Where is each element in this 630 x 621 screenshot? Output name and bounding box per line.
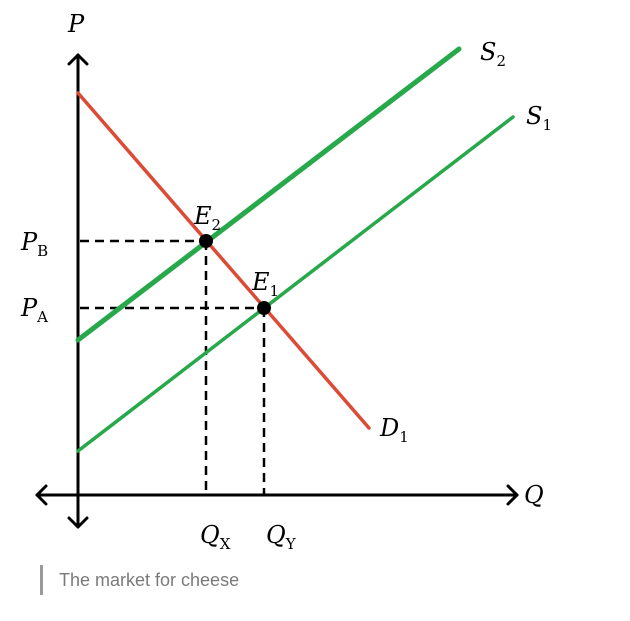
quantity-label-qx: QX bbox=[200, 521, 231, 553]
curve-label-d1-main: D bbox=[379, 414, 399, 442]
curve-label-d1-sub: 1 bbox=[399, 428, 409, 446]
curve-label-s2: S2 bbox=[480, 38, 506, 70]
curve-label-s1-main: S bbox=[526, 102, 542, 130]
quantity-label-qy-sub: Y bbox=[285, 535, 297, 553]
quantity-axis-left-arrow bbox=[35, 484, 48, 506]
supply-demand-diagram: P Q PB PA QX QY S2 S1 D1 E2 E1 bbox=[20, 10, 552, 553]
demand-curve-d1 bbox=[76, 91, 371, 430]
quantity-label-qx-sub: X bbox=[220, 535, 231, 553]
axes bbox=[35, 53, 519, 529]
price-label-pb: PB bbox=[20, 228, 48, 260]
price-axis-label: P bbox=[67, 10, 85, 38]
price-label-pa: PA bbox=[20, 294, 48, 326]
equilibrium-label-e1-main: E bbox=[251, 268, 270, 296]
curve-label-s1: S1 bbox=[526, 102, 552, 134]
quantity-label-qx-main: Q bbox=[200, 521, 220, 549]
figure-caption: The market for cheese bbox=[40, 565, 239, 595]
guide-lines bbox=[80, 239, 266, 494]
quantity-label-qy-main: Q bbox=[266, 521, 286, 549]
quantity-label-qy: QY bbox=[266, 521, 297, 553]
equilibrium-point-e2 bbox=[199, 234, 213, 248]
curve-label-s2-main: S bbox=[480, 38, 496, 66]
price-label-pb-sub: B bbox=[37, 242, 48, 260]
price-axis-top-arrow bbox=[67, 53, 89, 66]
supply-curve-s2 bbox=[75, 46, 462, 343]
curve-label-d1: D1 bbox=[379, 414, 409, 446]
quantity-axis-label: Q bbox=[524, 481, 544, 509]
price-label-pb-main: P bbox=[20, 228, 38, 256]
equilibrium-label-e2-main: E bbox=[193, 202, 212, 230]
supply-curve-s1 bbox=[76, 115, 515, 453]
quantity-axis-right-arrow bbox=[506, 484, 519, 506]
equilibrium-label-e1-sub: 1 bbox=[270, 282, 280, 300]
curve-label-s1-sub: 1 bbox=[542, 116, 552, 134]
equilibrium-label-e2-sub: 2 bbox=[212, 216, 222, 234]
equilibrium-point-e1 bbox=[257, 301, 271, 315]
equilibrium-label-e1: E1 bbox=[251, 268, 279, 300]
curve-label-s2-sub: 2 bbox=[496, 52, 506, 70]
price-label-pa-sub: A bbox=[36, 308, 48, 326]
price-label-pa-main: P bbox=[20, 294, 38, 322]
equilibrium-label-e2: E2 bbox=[193, 202, 221, 234]
price-axis-bottom-arrow bbox=[67, 516, 89, 529]
